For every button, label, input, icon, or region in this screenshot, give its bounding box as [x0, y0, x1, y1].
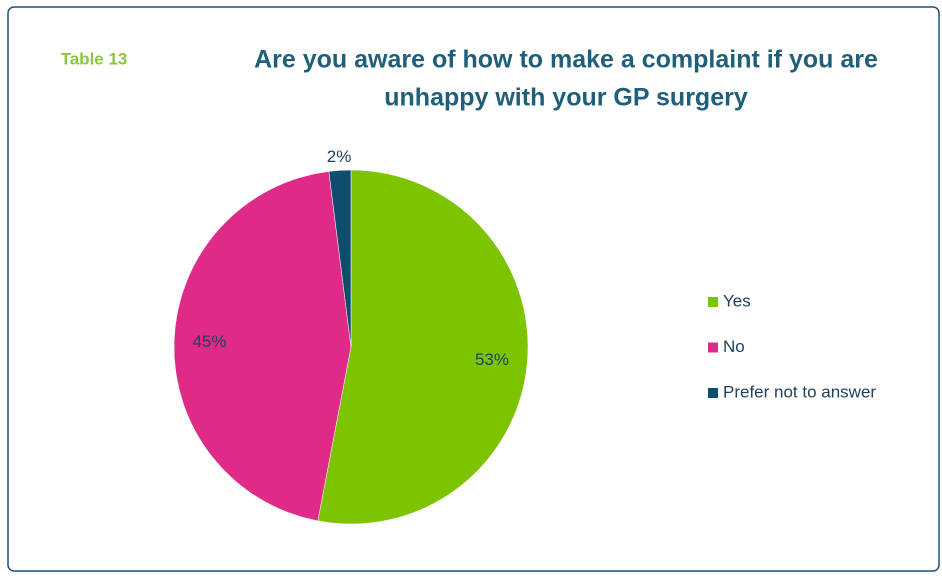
data-label: 53%: [475, 350, 509, 369]
annotation: Table 13: [61, 49, 128, 68]
legend-label: Yes: [723, 291, 751, 310]
legend-label: No: [723, 337, 745, 356]
legend-label: Prefer not to answer: [723, 382, 876, 401]
data-label: 2%: [327, 147, 352, 166]
legend-swatch: [708, 297, 718, 307]
legend-swatch: [708, 388, 718, 398]
pie-slice: [173, 171, 352, 522]
chart-title: unhappy with your GP surgery: [384, 84, 748, 112]
data-label: 45%: [192, 332, 226, 351]
legend-swatch: [708, 342, 718, 353]
chart-title: Are you aware of how to make a complaint…: [254, 46, 878, 74]
pie-slice: [328, 169, 352, 348]
pie-slice: [317, 169, 529, 525]
